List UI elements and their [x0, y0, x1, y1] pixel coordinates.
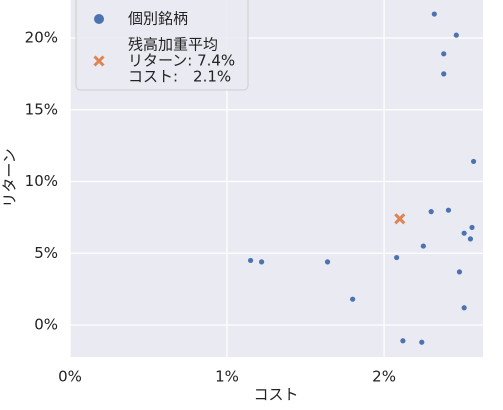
legend-marker — [94, 14, 104, 24]
point — [445, 207, 452, 213]
point — [247, 257, 254, 264]
point — [469, 224, 475, 231]
point — [461, 230, 467, 236]
point — [350, 296, 356, 302]
point — [428, 209, 434, 215]
y-axis-label: リターン — [1, 148, 19, 207]
point — [419, 339, 425, 345]
legend-label: 個別銘柄 — [128, 10, 188, 28]
x-tick-label: 1% — [215, 368, 239, 386]
point — [431, 11, 437, 17]
point — [324, 259, 331, 265]
x-tick-label: 2% — [372, 368, 396, 386]
x-axis-label: コスト — [253, 386, 298, 404]
point — [258, 259, 265, 265]
legend-marker — [93, 55, 105, 67]
point — [441, 51, 447, 57]
legend-label: 残高加重平均 — [128, 36, 218, 54]
y-tick-label: 15% — [25, 100, 58, 118]
point — [456, 269, 463, 275]
y-tick-label: 10% — [25, 172, 58, 190]
legend-box — [75, 0, 249, 91]
point — [394, 254, 400, 261]
y-tick-label: 5% — [34, 244, 58, 262]
legend-note: リターン: 7.4% — [128, 52, 235, 70]
y-tick-label: 20% — [25, 29, 58, 47]
point — [453, 32, 459, 38]
y-tick-label: 0% — [34, 316, 58, 334]
point — [467, 236, 474, 242]
legend-note: コスト: 2.1% — [128, 68, 231, 86]
point — [394, 213, 406, 225]
x-tick-label: 0% — [58, 368, 82, 386]
point — [420, 243, 426, 249]
point — [470, 158, 477, 165]
point — [441, 71, 447, 77]
point — [400, 338, 406, 344]
point — [461, 305, 467, 311]
